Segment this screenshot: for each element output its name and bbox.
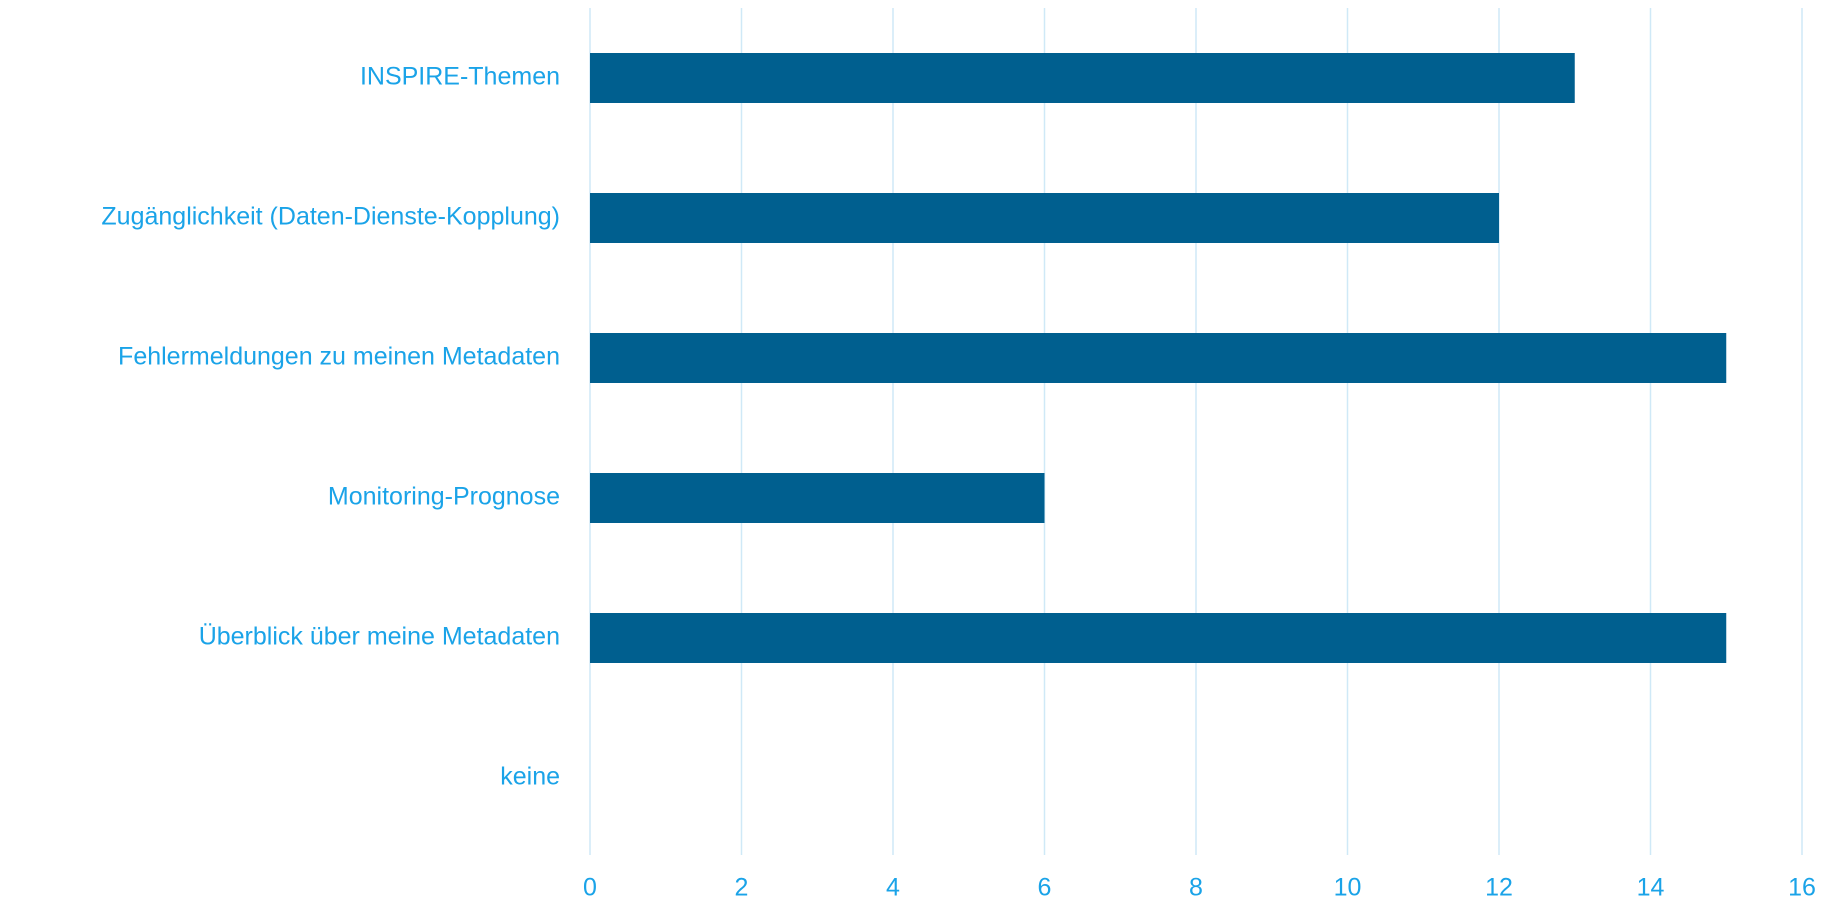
gridlines (589, 8, 1803, 855)
x-axis-tick-labels: 0 2 4 6 8 10 12 14 16 (583, 874, 1816, 902)
bars (590, 53, 1727, 663)
category-label: Zugänglichkeit (Daten-Dienste-Kopplung) (101, 203, 560, 231)
bar (590, 473, 1045, 523)
bar (590, 613, 1727, 663)
x-tick-label: 12 (1485, 874, 1513, 902)
bar (590, 193, 1499, 243)
x-tick-label: 16 (1788, 874, 1816, 902)
x-tick-label: 4 (886, 874, 900, 902)
category-label: Monitoring-Prognose (328, 483, 560, 511)
x-tick-label: 6 (1038, 874, 1052, 902)
category-label: keine (500, 763, 560, 791)
x-tick-label: 0 (583, 874, 597, 902)
x-tick-label: 8 (1189, 874, 1203, 902)
category-labels: INSPIRE-Themen Zugänglichkeit (Daten-Dien… (101, 63, 560, 791)
category-label: INSPIRE-Themen (360, 63, 560, 91)
x-tick-label: 10 (1334, 874, 1362, 902)
bar (590, 333, 1727, 383)
bar (590, 53, 1575, 103)
category-label: Überblick über meine Metadaten (199, 623, 560, 651)
x-tick-label: 2 (735, 874, 749, 902)
x-tick-label: 14 (1637, 874, 1665, 902)
category-label: Fehlermeldungen zu meinen Metadaten (118, 343, 560, 371)
